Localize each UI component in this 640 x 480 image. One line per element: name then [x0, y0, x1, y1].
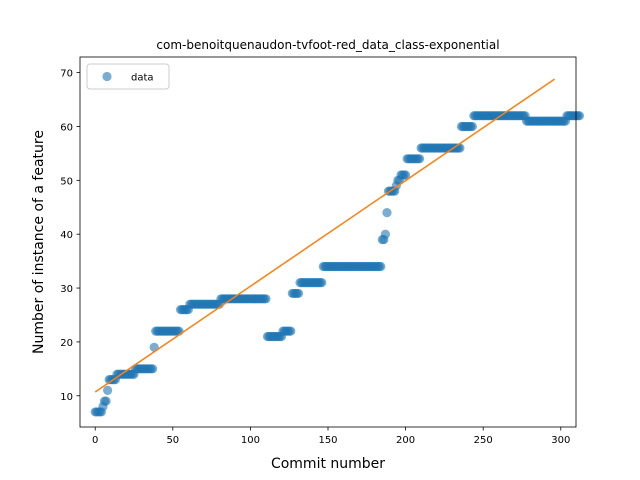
- y-tick-label: 50: [60, 176, 73, 187]
- x-tick-label: 100: [241, 435, 260, 446]
- y-tick-label: 40: [60, 230, 73, 241]
- x-tick-label: 0: [92, 435, 98, 446]
- data-point: [317, 278, 327, 288]
- legend: data: [86, 63, 170, 90]
- data-point: [414, 154, 425, 164]
- data-point: [103, 385, 113, 395]
- y-axis-title: Number of instance of a feature: [31, 130, 47, 354]
- data-point: [455, 143, 465, 153]
- data-point: [101, 396, 111, 406]
- x-tick-label: 250: [474, 435, 493, 446]
- plot-area: 0 50 100 150 200 250 300 10 20 30 40 50 60 70: [60, 56, 585, 446]
- fit-line: [94, 78, 556, 393]
- data-point: [574, 111, 585, 121]
- y-tick-label: 70: [60, 69, 73, 80]
- x-tick-label: 150: [318, 435, 337, 446]
- y-tick-label: 20: [60, 338, 73, 349]
- x-tick-label: 200: [396, 435, 415, 446]
- data-point: [467, 121, 477, 132]
- y-tick-label: 10: [60, 392, 73, 403]
- legend-box: [86, 63, 170, 90]
- legend-label: data: [131, 73, 154, 84]
- data-point: [286, 326, 296, 336]
- x-tick-label: 300: [551, 435, 570, 446]
- data-point: [400, 170, 411, 180]
- data-point: [293, 288, 304, 299]
- legend-marker: [102, 71, 112, 82]
- y-tick-label: 60: [60, 122, 73, 133]
- chart-title: com-benoitquenaudon-tvfoot-red_data_clas…: [156, 38, 499, 52]
- data-point: [382, 208, 392, 218]
- x-tick-label: 50: [166, 435, 179, 446]
- x-axis-title: Commit number: [271, 456, 385, 472]
- data-point: [376, 261, 386, 272]
- data-point: [261, 294, 271, 304]
- data-point: [148, 364, 158, 374]
- data-point: [380, 229, 391, 239]
- y-tick-label: 30: [60, 284, 73, 295]
